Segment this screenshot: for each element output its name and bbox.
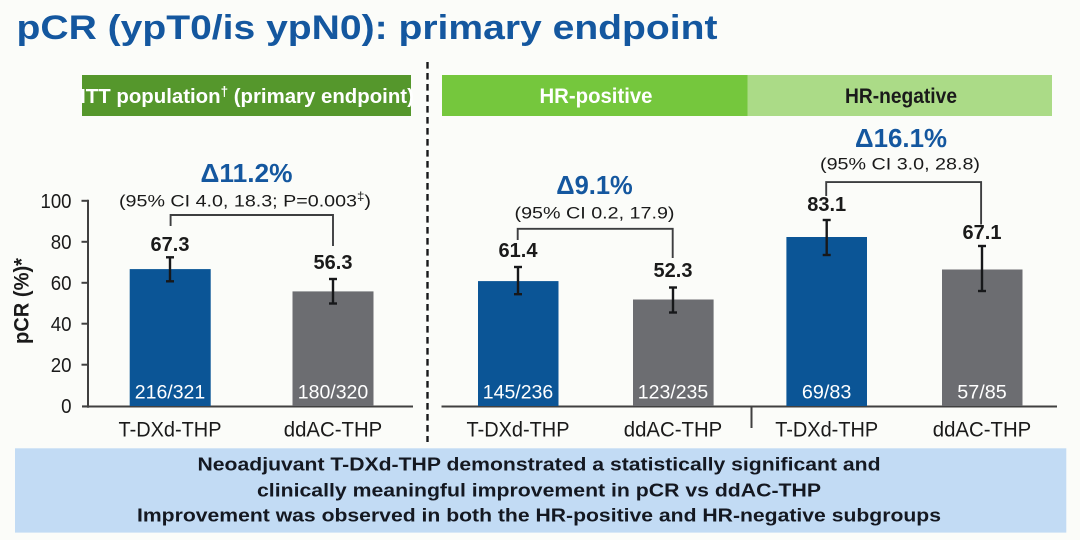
svg-text:69/83: 69/83 [802, 381, 852, 403]
svg-text:Δ16.1%: Δ16.1% [855, 123, 947, 153]
svg-text:67.3: 67.3 [151, 234, 190, 256]
svg-text:T-DXd-THP: T-DXd-THP [119, 419, 222, 442]
svg-text:HR-positive: HR-positive [540, 85, 653, 108]
svg-text:T-DXd-THP: T-DXd-THP [467, 419, 570, 442]
svg-text:(95% CI 0.2, 17.9): (95% CI 0.2, 17.9) [515, 204, 675, 223]
svg-text:80: 80 [51, 232, 72, 254]
svg-text:Δ9.1%: Δ9.1% [556, 170, 633, 200]
svg-text:ddAC-THP: ddAC-THP [624, 419, 723, 442]
svg-text:20: 20 [51, 355, 72, 377]
svg-text:123/235: 123/235 [638, 381, 709, 403]
svg-text:52.3: 52.3 [654, 260, 693, 282]
svg-text:61.4: 61.4 [499, 240, 539, 262]
svg-text:40: 40 [51, 314, 72, 336]
svg-text:(95% CI 4.0, 18.3; P=0.003‡): (95% CI 4.0, 18.3; P=0.003 ‡) [119, 191, 371, 210]
svg-text:Neoadjuvant T-DXd-THP demonstr: Neoadjuvant T-DXd-THP demonstrated a sta… [198, 455, 881, 475]
svg-text:ddAC-THP: ddAC-THP [284, 419, 383, 442]
svg-text:pCR (ypT0/is ypN0): primary en: pCR (ypT0/is ypN0): primary endpoint [17, 9, 718, 47]
svg-text:145/236: 145/236 [483, 381, 554, 403]
svg-text:Δ11.2%: Δ11.2% [201, 158, 293, 188]
svg-text:216/321: 216/321 [135, 381, 206, 403]
svg-text:56.3: 56.3 [314, 252, 353, 274]
svg-text:clinically meaningful improvem: clinically meaningful improvement in pCR… [257, 481, 821, 501]
svg-text:Improvement was observed in bo: Improvement was observed in both the HR-… [137, 506, 941, 526]
svg-text:100: 100 [41, 191, 72, 213]
svg-text:pCR (%)*: pCR (%)* [11, 257, 34, 344]
svg-text:60: 60 [51, 273, 72, 295]
svg-text:180/320: 180/320 [298, 381, 369, 403]
svg-text:57/85: 57/85 [957, 381, 1007, 403]
svg-text:ddAC-THP: ddAC-THP [933, 419, 1032, 442]
svg-text:83.1: 83.1 [807, 194, 846, 216]
svg-text:ITT population† (primary endpo: ITT population† (primary endpoint) [80, 84, 414, 108]
svg-text:0: 0 [61, 396, 71, 418]
svg-text:T-DXd-THP: T-DXd-THP [775, 419, 878, 442]
svg-text:(95% CI 3.0, 28.8): (95% CI 3.0, 28.8) [820, 154, 980, 173]
svg-text:67.1: 67.1 [963, 222, 1002, 244]
svg-text:HR-negative: HR-negative [845, 85, 957, 108]
